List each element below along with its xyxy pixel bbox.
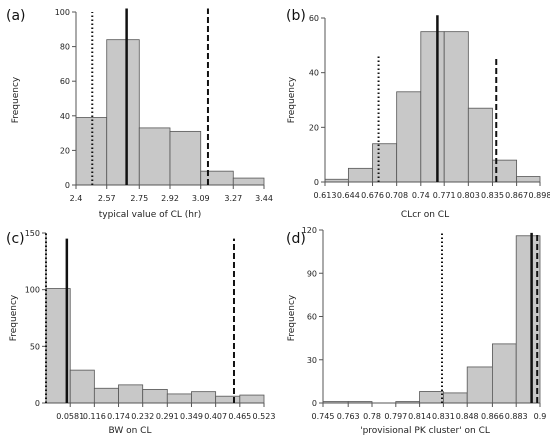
x-tick-label: 0.814: [408, 412, 431, 421]
histogram-bar: [443, 31, 469, 183]
x-tick-label: 0.797: [384, 412, 407, 421]
y-tick-label: 60: [307, 313, 317, 322]
panel-label: (c): [6, 231, 25, 247]
y-tick-label: 150: [25, 229, 40, 238]
x-tick-label: 0.74: [412, 191, 430, 200]
y-tick-label: 60: [309, 14, 319, 23]
panel-label: (d): [286, 231, 306, 247]
y-axis-title: Frequency: [287, 294, 297, 341]
y-tick-label: 0: [312, 399, 317, 408]
y-tick-label: 0: [65, 181, 70, 190]
histogram-bar: [142, 388, 168, 404]
histogram-bar: [118, 384, 144, 404]
x-tick-label: 0.866: [481, 412, 504, 421]
histogram-bar: [442, 392, 468, 404]
y-tick-label: 90: [307, 269, 317, 278]
x-tick-label: 0.867: [505, 191, 528, 200]
x-tick-label: 2.57: [98, 194, 116, 203]
y-tick-label: 60: [60, 77, 70, 86]
x-tick-label: 0.407: [204, 412, 227, 421]
histogram-bar: [138, 127, 171, 186]
panel-label: (a): [6, 8, 26, 24]
histogram-bar: [169, 130, 202, 186]
histogram-bar: [69, 369, 95, 404]
x-tick-label: 2.75: [130, 194, 148, 203]
panel-label: (b): [286, 8, 306, 24]
y-tick-label: 50: [30, 342, 40, 351]
histogram-bar: [420, 31, 445, 183]
x-tick-label: 3.27: [224, 194, 242, 203]
histogram-bar: [491, 343, 517, 404]
x-tick-label: 0.78: [363, 412, 381, 421]
y-tick-label: 30: [307, 356, 317, 365]
x-tick-label: 2.92: [161, 194, 179, 203]
x-tick-label: 0.848: [456, 412, 479, 421]
x-tick-label: 0.613: [314, 191, 337, 200]
x-tick-label: 0.174: [107, 412, 130, 421]
x-tick-label: 0.831: [432, 412, 455, 421]
histogram-bar: [106, 39, 140, 186]
y-tick-label: 20: [309, 123, 319, 132]
y-tick-label: 40: [309, 69, 319, 78]
y-tick-label: 0: [35, 399, 40, 408]
y-tick-label: 40: [60, 112, 70, 121]
y-axis-title: Frequency: [287, 76, 297, 123]
y-tick-label: 20: [60, 146, 70, 155]
histogram-bar: [467, 107, 493, 183]
histogram-bar: [516, 176, 541, 183]
x-tick-label: 0.771: [433, 191, 456, 200]
x-tick-label: 0.898: [529, 191, 550, 200]
x-tick-label: 0.745: [312, 412, 335, 421]
x-axis-title: BW on CL: [109, 426, 152, 436]
x-tick-label: 3.44: [255, 194, 273, 203]
histogram-bar: [396, 91, 422, 183]
histogram-bar: [166, 393, 192, 404]
y-axis-title: Frequency: [9, 294, 19, 341]
y-tick-label: 100: [55, 8, 70, 17]
x-tick-label: 0.523: [253, 412, 276, 421]
histogram-bar: [200, 170, 234, 186]
x-tick-label: 0.763: [337, 412, 360, 421]
x-tick-label: 0.0581: [56, 412, 84, 421]
x-tick-label: 0.116: [83, 412, 106, 421]
x-tick-label: 2.4: [70, 194, 83, 203]
x-tick-label: 0.9: [534, 412, 547, 421]
histogram-bar: [466, 366, 493, 404]
x-tick-label: 0.349: [180, 412, 203, 421]
histogram-bar: [191, 391, 217, 404]
x-axis-title: CLcr on CL: [401, 210, 449, 220]
x-axis-title: typical value of CL (hr): [99, 210, 201, 220]
histogram-panel: (a) 0 20 40 60 80 100 2.4 2.57 2.75 2.92 3.09 3.27 3.…: [6, 8, 273, 220]
x-tick-label: 0.708: [385, 191, 408, 200]
histogram-bar: [93, 387, 119, 404]
histogram-bar: [239, 394, 265, 404]
histogram-bar: [232, 177, 265, 186]
y-tick-label: 0: [314, 178, 319, 187]
x-tick-label: 0.676: [361, 191, 384, 200]
x-axis-title: 'provisional PK cluster' on CL: [360, 426, 490, 436]
y-tick-label: 120: [302, 226, 317, 235]
x-tick-label: 0.803: [457, 191, 480, 200]
histogram-bar: [215, 395, 241, 404]
y-tick-label: 100: [25, 286, 40, 295]
x-tick-label: 0.232: [131, 412, 154, 421]
x-tick-label: 0.835: [481, 191, 504, 200]
y-axis-title: Frequency: [11, 76, 21, 123]
y-tick-label: 80: [60, 43, 70, 52]
histogram-bar: [419, 391, 444, 404]
x-tick-label: 0.291: [156, 412, 179, 421]
x-tick-label: 0.883: [505, 412, 528, 421]
histogram-bar: [372, 143, 398, 183]
x-tick-label: 3.09: [192, 194, 210, 203]
x-tick-label: 0.465: [228, 412, 251, 421]
histogram-bar: [347, 167, 373, 183]
x-tick-label: 0.644: [337, 191, 360, 200]
